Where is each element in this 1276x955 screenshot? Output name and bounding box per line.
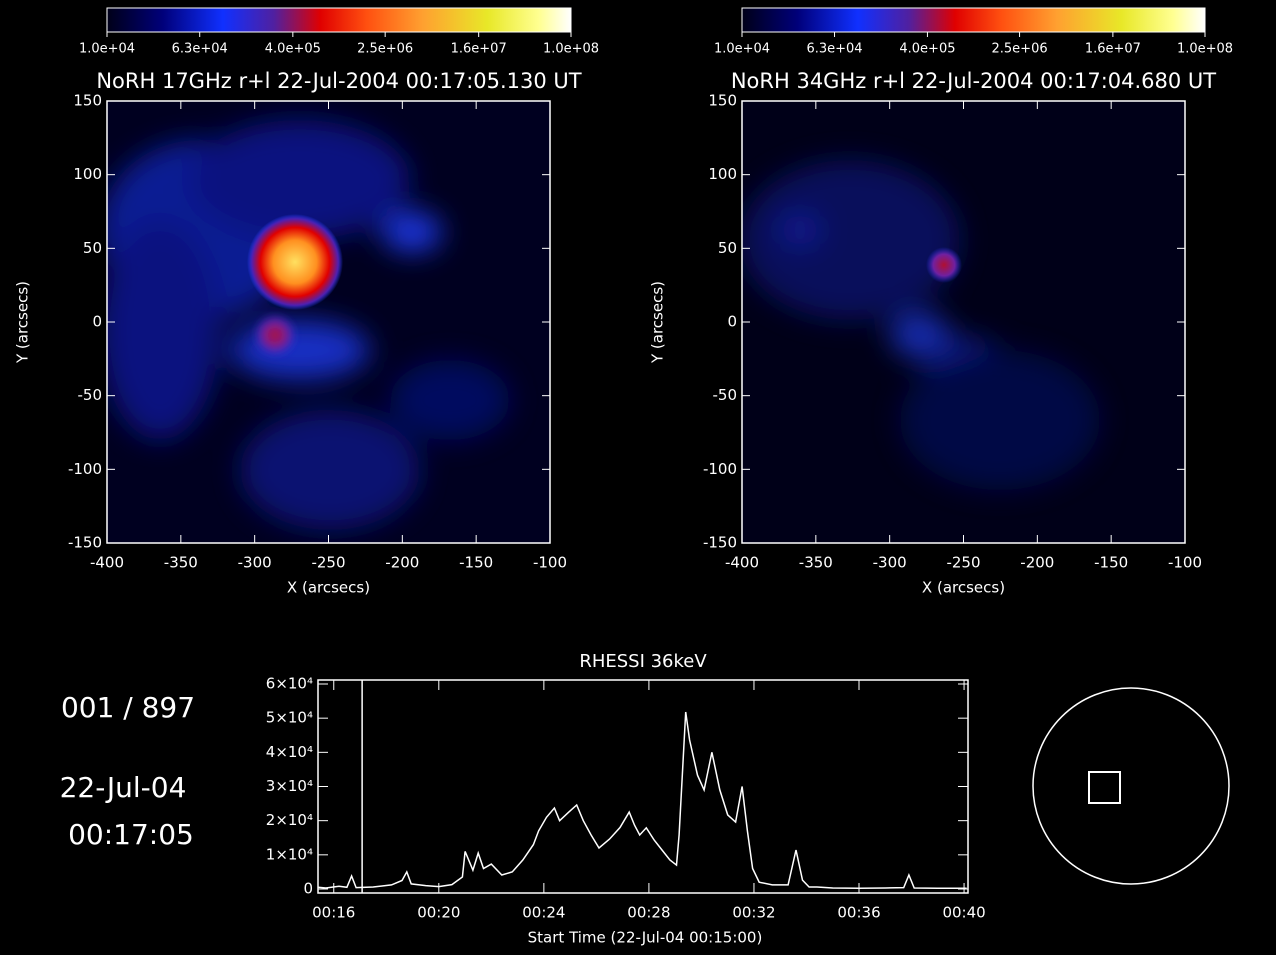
colorbar xyxy=(106,7,572,33)
y-tick-label: 50 xyxy=(718,239,737,257)
x-tick-label: -350 xyxy=(799,554,833,572)
frame-counter: 001 / 897 xyxy=(61,691,195,724)
x-tick-label: 00:36 xyxy=(837,904,880,922)
y-tick-label: 100 xyxy=(73,165,102,183)
y-tick-label: 150 xyxy=(708,92,737,110)
y-tick-label: 5×10⁴ xyxy=(266,709,313,727)
chart-title: NoRH 34GHz r+l 22-Jul-2004 00:17:04.680 … xyxy=(731,69,1216,93)
x-tick-label: 00:40 xyxy=(942,904,985,922)
y-tick-label: 50 xyxy=(83,239,102,257)
chart-title: RHESSI 36keV xyxy=(579,651,707,672)
colorbar xyxy=(741,7,1206,33)
date-label: 22-Jul-04 xyxy=(60,771,187,804)
y-tick-label: 0 xyxy=(92,313,102,331)
chart-title: NoRH 17GHz r+l 22-Jul-2004 00:17:05.130 … xyxy=(96,69,581,93)
colorbar-tick-label: 4.0e+05 xyxy=(899,42,955,57)
y-tick-label: -150 xyxy=(703,534,737,552)
colorbar-tick-label: 6.3e+04 xyxy=(172,42,228,57)
y-tick-label: 1×10⁴ xyxy=(266,845,313,863)
y-tick-label: -100 xyxy=(703,460,737,478)
colorbar-tick-label: 6.3e+04 xyxy=(806,42,862,57)
y-axis-label: Y (arcsecs) xyxy=(14,281,32,364)
y-tick-label: -50 xyxy=(713,386,738,404)
map-image xyxy=(742,101,1185,543)
x-tick-label: -300 xyxy=(873,554,907,572)
x-tick-label: -150 xyxy=(1094,554,1128,572)
x-tick-label: 00:20 xyxy=(417,904,460,922)
x-tick-label: -250 xyxy=(946,554,980,572)
x-axis-label: X (arcsecs) xyxy=(287,579,370,597)
x-tick-label: 00:24 xyxy=(522,904,565,922)
x-tick-label: -400 xyxy=(90,554,124,572)
time-label: 00:17:05 xyxy=(68,818,194,851)
colorbar-tick-label: 2.5e+06 xyxy=(992,42,1048,57)
colorbar-tick-label: 1.0e+04 xyxy=(79,42,135,57)
colorbar-tick-label: 4.0e+05 xyxy=(265,42,321,57)
sun-locator xyxy=(1032,687,1230,885)
x-tick-label: -150 xyxy=(459,554,493,572)
y-tick-label: -100 xyxy=(68,460,102,478)
colorbar-tick-label: 1.6e+07 xyxy=(451,42,507,57)
colorbar-tick-label: 1.0e+08 xyxy=(543,42,599,57)
x-tick-label: -200 xyxy=(385,554,419,572)
y-tick-label: -150 xyxy=(68,534,102,552)
x-tick-label: -350 xyxy=(164,554,198,572)
y-tick-label: 3×10⁴ xyxy=(266,777,313,795)
x-tick-label: -300 xyxy=(238,554,272,572)
plot-frame xyxy=(317,679,969,894)
x-tick-label: -400 xyxy=(725,554,759,572)
y-tick-label: 6×10⁴ xyxy=(266,675,313,693)
x-axis-label: X (arcsecs) xyxy=(922,579,1005,597)
x-axis-label: Start Time (22-Jul-04 00:15:00) xyxy=(528,929,763,947)
y-tick-label: 0 xyxy=(727,313,737,331)
y-tick-label: -50 xyxy=(78,386,103,404)
colorbar-tick-label: 2.5e+06 xyxy=(357,42,413,57)
map-image xyxy=(107,101,550,543)
y-tick-label: 100 xyxy=(708,165,737,183)
x-tick-label: 00:16 xyxy=(312,904,355,922)
colorbar-tick-label: 1.0e+08 xyxy=(1177,42,1233,57)
x-tick-label: 00:28 xyxy=(627,904,670,922)
light-curve xyxy=(317,711,967,890)
colorbar-tick-label: 1.6e+07 xyxy=(1085,42,1141,57)
x-tick-label: -200 xyxy=(1020,554,1054,572)
x-tick-label: 00:32 xyxy=(732,904,775,922)
y-tick-label: 4×10⁴ xyxy=(266,743,313,761)
x-tick-label: -250 xyxy=(311,554,345,572)
y-tick-label: 150 xyxy=(73,92,102,110)
colorbar-tick-label: 1.0e+04 xyxy=(714,42,770,57)
y-axis-label: Y (arcsecs) xyxy=(649,281,667,364)
x-tick-label: -100 xyxy=(533,554,567,572)
y-tick-label: 2×10⁴ xyxy=(266,811,313,829)
x-tick-label: -100 xyxy=(1168,554,1202,572)
y-tick-label: 0 xyxy=(303,880,313,898)
